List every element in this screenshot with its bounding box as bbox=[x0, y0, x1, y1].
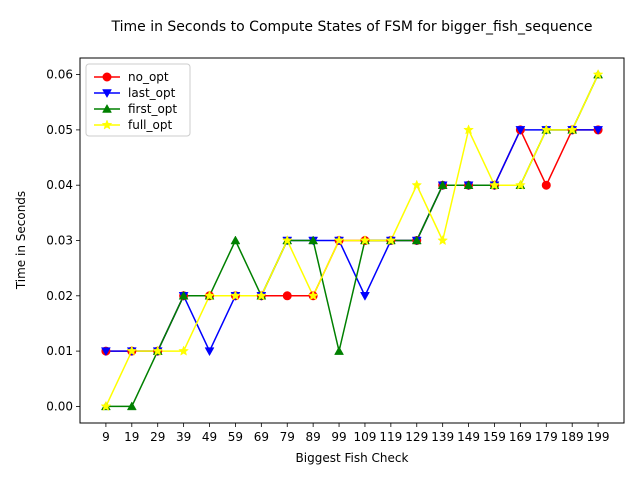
data-point-full_opt bbox=[489, 179, 500, 190]
data-point-full_opt bbox=[592, 68, 604, 80]
data-point-full_opt bbox=[540, 124, 552, 135]
y-tick-label: 0.01 bbox=[46, 344, 73, 358]
data-point-full_opt bbox=[411, 179, 423, 190]
legend-item-full_opt: full_opt bbox=[94, 118, 172, 132]
data-point-full_opt bbox=[333, 234, 345, 246]
legend-label: no_opt bbox=[128, 70, 169, 84]
x-axis-label: Biggest Fish Check bbox=[296, 451, 409, 465]
data-point-full_opt bbox=[100, 400, 112, 411]
x-tick-label: 139 bbox=[431, 430, 454, 444]
data-point-full_opt bbox=[514, 179, 526, 190]
legend-item-no_opt: no_opt bbox=[94, 70, 169, 84]
legend-marker bbox=[102, 103, 112, 113]
data-point-full_opt bbox=[255, 290, 267, 301]
data-point-full_opt bbox=[126, 345, 138, 356]
data-point-full_opt bbox=[437, 234, 449, 246]
data-point-first_opt bbox=[411, 235, 422, 245]
y-tick-label: 0.00 bbox=[46, 399, 73, 413]
data-point-first_opt bbox=[463, 180, 474, 189]
data-point-first_opt bbox=[178, 290, 189, 300]
x-tick-label: 59 bbox=[228, 430, 243, 444]
data-point-last_opt bbox=[360, 292, 370, 301]
data-point-last_opt bbox=[100, 347, 111, 357]
data-point-full_opt bbox=[307, 290, 319, 301]
x-tick-label: 129 bbox=[405, 430, 428, 444]
data-point-full_opt bbox=[178, 345, 190, 356]
x-tick-label: 29 bbox=[150, 430, 165, 444]
x-tick-label: 99 bbox=[331, 430, 346, 444]
y-tick-label: 0.03 bbox=[46, 234, 73, 248]
x-tick-label: 169 bbox=[509, 430, 532, 444]
plot-markers bbox=[100, 68, 604, 411]
x-tick-label: 189 bbox=[561, 430, 584, 444]
data-point-full_opt bbox=[385, 234, 397, 246]
data-point-no_opt bbox=[541, 180, 551, 190]
x-axis: 9 19 29 39 49 59 69 79 89 99 109 119 129 139 149 159 169… bbox=[102, 423, 610, 444]
data-point-first_opt bbox=[230, 235, 241, 245]
x-tick-label: 39 bbox=[176, 430, 191, 444]
x-tick-label: 79 bbox=[280, 430, 295, 444]
x-tick-label: 199 bbox=[587, 430, 610, 444]
data-point-first_opt bbox=[437, 180, 448, 189]
y-tick-label: 0.02 bbox=[46, 289, 73, 303]
data-point-last_opt bbox=[515, 126, 526, 135]
chart-title: Time in Seconds to Compute States of FSM… bbox=[110, 19, 592, 35]
x-tick-label: 69 bbox=[254, 430, 269, 444]
data-point-first_opt bbox=[308, 235, 319, 245]
legend-marker bbox=[102, 89, 112, 99]
y-tick-label: 0.06 bbox=[46, 68, 73, 82]
data-point-full_opt bbox=[359, 234, 371, 246]
data-point-first_opt bbox=[334, 346, 344, 355]
legend-marker bbox=[101, 119, 113, 130]
data-point-full_opt bbox=[463, 124, 474, 135]
legend-label: last_opt bbox=[128, 86, 176, 100]
legend: no_opt last_opt first_opt full_opt bbox=[85, 63, 191, 137]
x-tick-label: 19 bbox=[124, 430, 139, 444]
data-point-full_opt bbox=[281, 234, 293, 246]
data-point-full_opt bbox=[230, 290, 241, 301]
x-tick-label: 149 bbox=[457, 430, 480, 444]
data-point-last_opt bbox=[204, 347, 215, 357]
y-tick-label: 0.05 bbox=[46, 123, 73, 137]
series-line-full_opt bbox=[105, 74, 599, 407]
legend-label: full_opt bbox=[128, 118, 172, 132]
legend-item-first_opt: first_opt bbox=[94, 102, 177, 116]
data-point-first_opt bbox=[126, 401, 137, 411]
data-point-full_opt bbox=[204, 290, 215, 301]
x-tick-label: 9 bbox=[102, 430, 110, 444]
legend-item-last_opt: last_opt bbox=[94, 86, 176, 100]
y-tick-label: 0.04 bbox=[46, 178, 73, 192]
data-point-last_opt bbox=[593, 126, 604, 135]
y-axis-label: Time in Seconds bbox=[14, 191, 28, 290]
x-tick-label: 159 bbox=[483, 430, 506, 444]
data-point-full_opt bbox=[152, 345, 164, 356]
x-tick-label: 49 bbox=[202, 430, 217, 444]
data-point-no_opt bbox=[282, 291, 292, 301]
y-axis: 0.00 0.01 0.02 0.03 0.04 0.05 0.06 bbox=[46, 68, 80, 413]
data-point-full_opt bbox=[566, 124, 578, 135]
legend-box bbox=[85, 63, 191, 137]
series-line-last_opt bbox=[105, 129, 599, 352]
legend-marker bbox=[102, 72, 112, 82]
x-tick-label: 179 bbox=[535, 430, 558, 444]
legend-label: first_opt bbox=[128, 102, 177, 116]
x-tick-label: 89 bbox=[306, 430, 321, 444]
x-tick-label: 119 bbox=[379, 430, 402, 444]
x-tick-label: 109 bbox=[353, 430, 376, 444]
